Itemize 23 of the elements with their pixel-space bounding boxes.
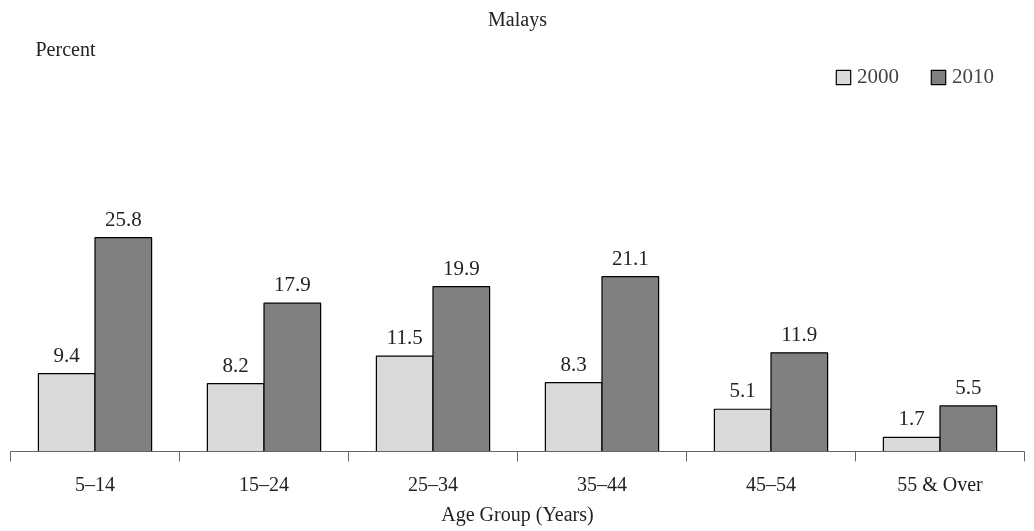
chart-title: Malays bbox=[488, 7, 548, 31]
text: Percent bbox=[35, 37, 96, 60]
data-label: 8.3 bbox=[560, 351, 587, 376]
x-axis-title: Age Group (Years) bbox=[441, 502, 594, 526]
x-tick-label: 5–14 bbox=[75, 472, 115, 495]
data-label: 5.1 bbox=[729, 378, 756, 403]
data-label: 21.1 bbox=[611, 245, 649, 270]
data-label: 11.5 bbox=[386, 325, 423, 350]
data-label: 25.8 bbox=[104, 206, 142, 231]
legend-label: 2010 bbox=[952, 64, 994, 89]
legend-label: 2000 bbox=[857, 64, 899, 89]
x-tick-label: 25–34 bbox=[408, 472, 458, 495]
data-label: 19.9 bbox=[442, 255, 480, 280]
data-label: 1.7 bbox=[898, 406, 925, 431]
data-label: 5.5 bbox=[955, 374, 982, 399]
x-tick-label: 15–24 bbox=[239, 472, 289, 495]
x-tick-label: 35–44 bbox=[577, 472, 627, 495]
data-label: 9.4 bbox=[53, 342, 81, 367]
data-label: 17.9 bbox=[273, 272, 311, 297]
x-tick-label: 45–54 bbox=[746, 472, 796, 495]
data-label: 8.2 bbox=[222, 352, 249, 377]
x-tick-label: 55 & Over bbox=[897, 472, 984, 495]
data-label: 11.9 bbox=[781, 321, 818, 346]
